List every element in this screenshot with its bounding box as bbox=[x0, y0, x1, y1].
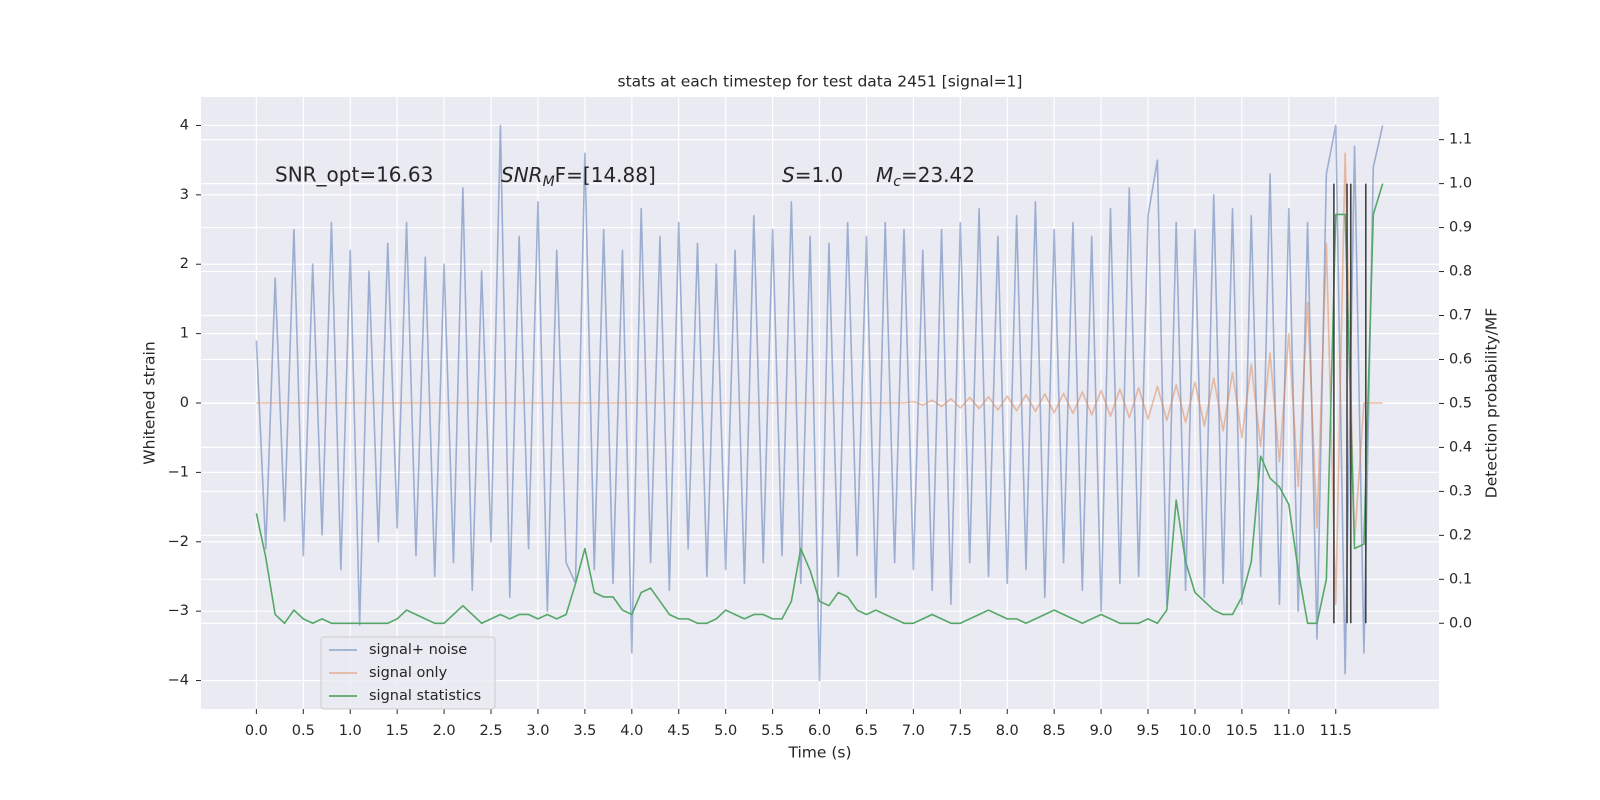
annotation: Mc=23.42 bbox=[876, 163, 975, 191]
y2-axis-label: Detection probability/MF bbox=[1483, 308, 1501, 499]
x-tick-label: 7.0 bbox=[902, 723, 925, 739]
x-tick-label: 1.0 bbox=[339, 723, 362, 739]
x-tick-label: 5.5 bbox=[761, 723, 784, 739]
x-tick-label: 8.5 bbox=[1043, 723, 1066, 739]
annotation-text: =1.0 bbox=[795, 163, 844, 187]
annotation-italic: M bbox=[876, 163, 893, 187]
y2-tick-label: 0.7 bbox=[1449, 308, 1472, 324]
y2-tick-label: 1.0 bbox=[1449, 176, 1472, 192]
x-tick-label: 11.5 bbox=[1320, 723, 1352, 739]
annotation-text: F=[14.88] bbox=[555, 163, 656, 187]
x-tick-label: 2.0 bbox=[433, 723, 456, 739]
annotation: SNR_opt=16.63 bbox=[275, 163, 433, 187]
y-tick-label: 4 bbox=[180, 117, 189, 133]
y-tick-label: 0 bbox=[180, 395, 189, 411]
annotation-text: =23.42 bbox=[901, 163, 975, 187]
y2-tick-label: 0.4 bbox=[1449, 439, 1472, 455]
series-line bbox=[255, 183, 1384, 625]
x-tick-label: 11.0 bbox=[1273, 723, 1305, 739]
y-tick-label: 3 bbox=[180, 187, 189, 203]
x-tick-label: 4.5 bbox=[667, 723, 690, 739]
x-tick-label: 6.0 bbox=[808, 723, 831, 739]
annotations: SNR_opt=16.63 SNRMF=[14.88] S=1.0 Mc=23.42 bbox=[275, 163, 975, 191]
y-tick-label: −2 bbox=[168, 534, 189, 550]
y2-tick-label: 0.8 bbox=[1449, 264, 1472, 280]
y-tick-label: −1 bbox=[168, 464, 189, 480]
x-tick-label: 8.0 bbox=[996, 723, 1019, 739]
legend: signal+ noise signal only signal statistic… bbox=[320, 636, 496, 710]
x-axis-label: Time (s) bbox=[787, 744, 851, 762]
annotation-subscript: c bbox=[893, 174, 901, 190]
x-tick-label: 0.0 bbox=[245, 723, 268, 739]
y2-tick-label: 0.6 bbox=[1449, 351, 1472, 367]
annotation: SNRMF=[14.88] bbox=[501, 163, 656, 191]
x-tick-label: 2.5 bbox=[479, 723, 502, 739]
chart-title: stats at each timestep for test data 245… bbox=[618, 73, 1023, 91]
y-tick-label: 1 bbox=[180, 326, 189, 342]
x-tick-label: 10.0 bbox=[1179, 723, 1211, 739]
x-tick-label: 10.5 bbox=[1226, 723, 1258, 739]
y2-tick-label: 0.3 bbox=[1449, 483, 1472, 499]
y2-tick-label: 0.2 bbox=[1449, 527, 1472, 543]
x-tick-label: 1.5 bbox=[386, 723, 409, 739]
x-tick-label: 0.5 bbox=[292, 723, 315, 739]
legend-label: signal+ noise bbox=[369, 642, 467, 658]
y-tick-label: −3 bbox=[168, 603, 189, 619]
legend-label: signal statistics bbox=[369, 688, 481, 704]
series-line bbox=[256, 152, 1383, 606]
y-tick-label: −4 bbox=[168, 673, 189, 689]
x-tick-label: 3.0 bbox=[526, 723, 549, 739]
y2-tick-label: 1.1 bbox=[1449, 132, 1472, 148]
annotation-italic: SNR bbox=[501, 163, 543, 187]
annotation-italic: S bbox=[782, 163, 795, 187]
series-line bbox=[255, 124, 1384, 682]
x-tick-label: 9.5 bbox=[1137, 723, 1160, 739]
x-tick-label: 3.5 bbox=[573, 723, 596, 739]
y2-tick-label: 0.5 bbox=[1449, 395, 1472, 411]
annotation-subscript: M bbox=[543, 174, 555, 190]
y2-tick-label: 0.1 bbox=[1449, 571, 1472, 587]
y-tick-label: 2 bbox=[180, 256, 189, 272]
marks bbox=[255, 124, 1384, 682]
legend-box bbox=[320, 636, 496, 710]
ticks: 0.0 0.5 1.0 1.5 2.0 2.5 3.0 3.5 4.0 4.5 5.0 5.5 6.0 6… bbox=[168, 117, 1472, 739]
x-tick-label: 6.5 bbox=[855, 723, 878, 739]
x-tick-label: 9.0 bbox=[1090, 723, 1113, 739]
x-tick-label: 7.5 bbox=[949, 723, 972, 739]
x-tick-label: 4.0 bbox=[620, 723, 643, 739]
y2-tick-label: 0.9 bbox=[1449, 220, 1472, 236]
y2-tick-label: 0.0 bbox=[1449, 615, 1472, 631]
y-axis-label: Whitened strain bbox=[141, 341, 159, 464]
annotation: S=1.0 bbox=[782, 163, 843, 187]
x-tick-label: 5.0 bbox=[714, 723, 737, 739]
legend-label: signal only bbox=[369, 665, 448, 681]
